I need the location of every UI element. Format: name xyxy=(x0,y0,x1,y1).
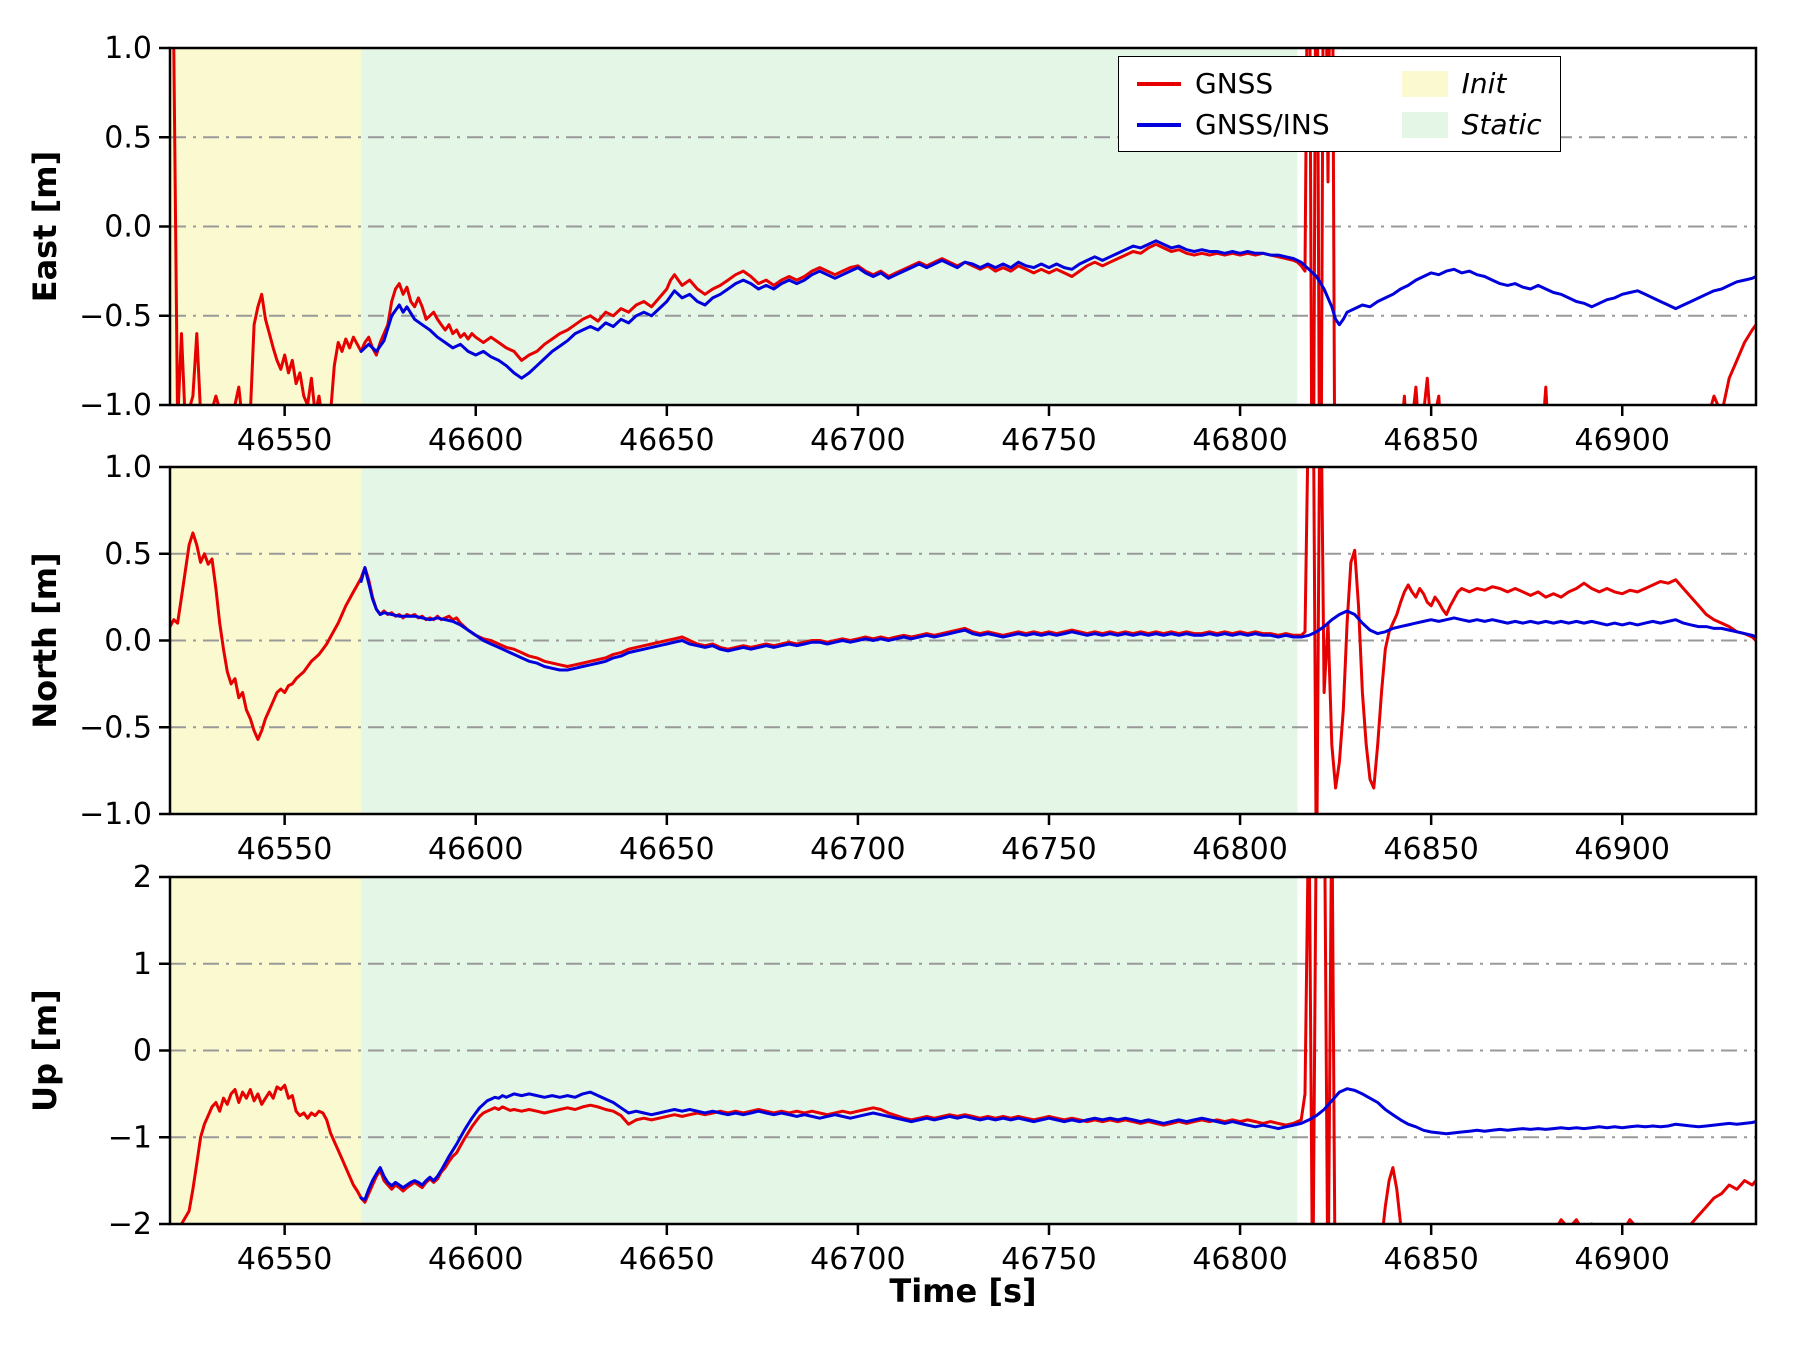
x-tick-label: 46850 xyxy=(1383,423,1478,458)
legend-item-gnss: GNSS xyxy=(1137,67,1330,100)
legend-label-gnss: GNSS xyxy=(1195,67,1274,100)
y-tick-label: −0.5 xyxy=(79,710,152,745)
init-region xyxy=(170,877,362,1224)
legend-label-static: Static xyxy=(1461,108,1542,141)
x-tick-label: 46700 xyxy=(810,1242,905,1277)
up-gnss-line xyxy=(179,877,1756,1224)
init-region xyxy=(170,48,362,405)
y-tick-label: 0.5 xyxy=(104,120,152,155)
north-gnss-line xyxy=(170,467,1756,814)
x-tick-label: 46550 xyxy=(237,423,332,458)
gnss-ins-line-swatch xyxy=(1137,122,1181,127)
north-gnss-ins-line xyxy=(359,566,1756,672)
y-tick-label: −1.0 xyxy=(79,388,152,423)
north-subplot: 1.0 0.5 0.0 −0.5 −1.0 46550 46600 46650 46700 467… xyxy=(26,450,1758,867)
up-subplot: 2 1 0 −1 −2 46550 46600 46650 46700 46750 46800 468… xyxy=(26,860,1758,1277)
y-tick-label: 0.5 xyxy=(104,537,152,572)
x-tick-label: 46550 xyxy=(237,832,332,867)
x-tick-label: 46800 xyxy=(1192,1242,1287,1277)
x-tick-label: 46750 xyxy=(1001,1242,1096,1277)
y-tick-label: −1 xyxy=(108,1120,152,1155)
up-gnss-ins-line xyxy=(359,1087,1756,1202)
legend-item-static: Static xyxy=(1401,108,1542,141)
y-tick-label: 2 xyxy=(133,860,152,895)
init-patch-swatch xyxy=(1401,70,1448,97)
north-axis-label: North [m] xyxy=(26,552,64,728)
y-tick-label: −1.0 xyxy=(79,797,152,832)
east-gnss-line xyxy=(172,48,1756,405)
legend-label-gnss-ins: GNSS/INS xyxy=(1195,108,1330,141)
x-tick-label: 46850 xyxy=(1383,1242,1478,1277)
x-tick-label: 46600 xyxy=(428,832,523,867)
legend-item-gnss-ins: GNSS/INS xyxy=(1137,108,1330,141)
east-gnss-ins-line xyxy=(359,239,1756,380)
y-tick-label: 0.0 xyxy=(104,210,152,245)
x-tick-label: 46900 xyxy=(1575,1242,1670,1277)
y-tick-label: 0.0 xyxy=(104,624,152,659)
legend: GNSS Init GNSS/INS Static xyxy=(1118,56,1561,152)
legend-label-init: Init xyxy=(1461,67,1507,100)
x-tick-label: 46550 xyxy=(237,1242,332,1277)
y-tick-label: 0 xyxy=(133,1034,152,1069)
x-tick-label: 46650 xyxy=(619,1242,714,1277)
up-axis-label: Up [m] xyxy=(26,989,64,1112)
x-tick-label: 46800 xyxy=(1192,832,1287,867)
x-tick-label: 46850 xyxy=(1383,832,1478,867)
x-tick-label: 46750 xyxy=(1001,423,1096,458)
y-tick-label: −0.5 xyxy=(79,299,152,334)
init-region xyxy=(170,467,362,814)
x-tick-label: 46800 xyxy=(1192,423,1287,458)
y-tick-label: −2 xyxy=(108,1207,152,1242)
x-tick-label: 46900 xyxy=(1575,832,1670,867)
y-tick-label: 1 xyxy=(133,947,152,982)
x-tick-label: 46750 xyxy=(1001,832,1096,867)
x-tick-label: 46700 xyxy=(810,832,905,867)
x-tick-label: 46900 xyxy=(1575,423,1670,458)
x-tick-label: 46600 xyxy=(428,1242,523,1277)
y-tick-label: 1.0 xyxy=(104,450,152,485)
y-tick-label: 1.0 xyxy=(104,31,152,66)
x-tick-label: 46700 xyxy=(810,423,905,458)
static-patch-swatch xyxy=(1401,111,1448,138)
gnss-line-swatch xyxy=(1137,81,1181,86)
x-tick-label: 46650 xyxy=(619,832,714,867)
east-axis-label: East [m] xyxy=(26,151,64,303)
x-tick-label: 46650 xyxy=(619,423,714,458)
legend-item-init: Init xyxy=(1401,67,1542,100)
x-axis-label: Time [s] xyxy=(889,1272,1036,1310)
x-tick-label: 46600 xyxy=(428,423,523,458)
